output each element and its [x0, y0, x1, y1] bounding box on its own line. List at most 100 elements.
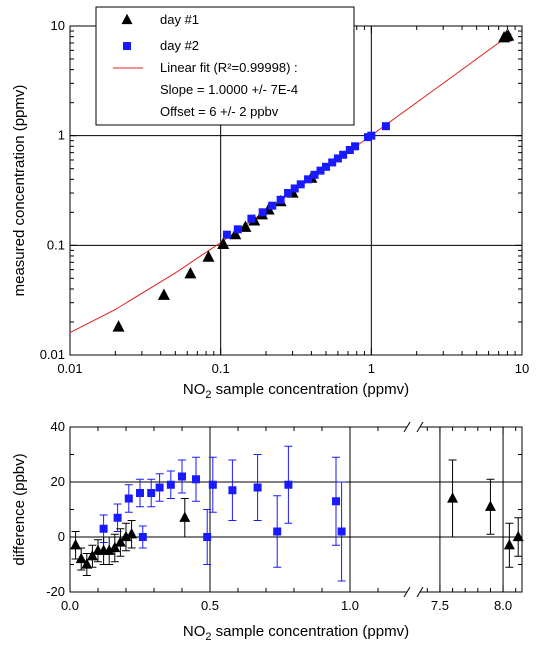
bottom-x-axis-label-rest: sample concentration (ppmv): [212, 623, 410, 640]
top-y-axis-label: measured concentration (ppmv): [11, 85, 28, 297]
legend-day1-label: day #1: [160, 12, 199, 27]
bottom-x-axis-label: NO2 sample concentration (ppmv): [183, 623, 409, 643]
top-day2-point: [268, 201, 277, 210]
top-chart: 0.01 0.1 1 10 0.01 0.1 1 10 day #1 day #2 Linear f…: [11, 6, 529, 401]
top-day2-point: [296, 180, 305, 189]
bottom-plot-frame: [69, 426, 523, 593]
bottom-day1-point: [447, 492, 459, 503]
bottom-x-tick-label: 7.5: [431, 598, 449, 613]
bottom-day2-point: [273, 527, 282, 536]
bottom-day1-point: [512, 530, 524, 542]
top-day2-point: [310, 170, 319, 179]
bottom-day2-point: [208, 480, 217, 489]
legend-day2-marker: [123, 42, 131, 50]
legend-fit-label-1: Linear fit (R²=0.99998) :: [160, 60, 298, 75]
bottom-day1-point: [75, 552, 87, 564]
axis-break-slash: [403, 586, 411, 598]
bottom-day1-point: [503, 538, 515, 550]
top-x-axis-label: NO2 sample concentration (ppmv): [183, 381, 409, 401]
bottom-day1-point: [179, 511, 191, 522]
bottom-y-axis-label: difference (ppbv): [11, 453, 28, 565]
bottom-day1-point: [114, 536, 126, 547]
top-y-tick-label: 0.1: [47, 237, 65, 252]
axis-break-gap-bottom: [407, 586, 420, 598]
top-y-tick-label: 1: [58, 128, 65, 143]
top-y-tick-label: 0.01: [40, 347, 65, 362]
top-y-tick-label: 10: [51, 18, 65, 33]
bottom-day2-point: [332, 497, 340, 506]
top-day2-point: [247, 214, 256, 223]
top-day2-point: [276, 195, 285, 204]
top-legend: day #1 day #2 Linear fit (R²=0.99998) : Slo…: [95, 6, 355, 126]
top-day1-point: [217, 237, 230, 249]
bottom-day2-point: [253, 483, 262, 492]
bottom-x-axis-label-sub: 2: [205, 631, 211, 643]
top-day1-point: [157, 288, 170, 300]
top-day2-point: [328, 158, 337, 167]
top-day2-point: [284, 189, 293, 198]
bottom-day2-point: [228, 486, 237, 495]
bottom-chart: 0.0 0.5 1.0 7.5 8.0 -20 0 20 40 NO2 sample concen…: [11, 419, 524, 643]
top-x-tick-label: 10: [515, 361, 529, 376]
top-day1-point: [112, 320, 125, 332]
bottom-x-tick-label: 8.0: [494, 598, 512, 613]
bottom-x-tick-label: 0.0: [61, 598, 79, 613]
bottom-day2-point: [192, 475, 200, 484]
bottom-day2-point: [337, 527, 346, 536]
bottom-day1-point: [120, 530, 132, 542]
axis-break-gap-top: [407, 421, 420, 433]
bottom-y-tick-label: -20: [46, 584, 65, 599]
bottom-day2-point: [284, 480, 293, 489]
bottom-y-tick-label: 40: [51, 419, 65, 434]
axis-break-slash: [416, 421, 424, 433]
bottom-day2-point: [113, 513, 122, 522]
top-day1-point: [184, 266, 197, 279]
bottom-day1-point: [484, 500, 496, 511]
bottom-day2-point: [166, 480, 175, 489]
legend-day2-label: day #2: [160, 38, 199, 53]
bottom-y-tick-label: 20: [51, 474, 65, 489]
top-day2-point: [321, 162, 330, 171]
top-x-axis-label-rest: sample concentration (ppmv): [212, 381, 410, 398]
top-day2-point: [290, 184, 299, 193]
top-day1-point: [502, 29, 515, 41]
legend-fit-label-2: Slope = 1.0000 +/- 7E-4: [160, 82, 298, 97]
bottom-day1-point: [109, 541, 121, 553]
axis-break-slash: [416, 586, 424, 598]
bottom-day2-point: [138, 533, 147, 541]
top-day2-point: [333, 154, 342, 163]
top-fit-line: [69, 33, 512, 334]
bottom-x-axis-label-main: NO: [183, 623, 206, 640]
bottom-day1-point: [126, 527, 138, 539]
bottom-day2-point: [203, 533, 212, 541]
bottom-day1-point: [86, 549, 98, 561]
top-day2-point: [258, 208, 267, 217]
bottom-day2-point: [124, 494, 133, 503]
top-x-axis-label-sub: 2: [205, 389, 211, 401]
top-day1-point: [239, 220, 252, 232]
bottom-day2-point: [136, 489, 144, 497]
bottom-day2-point: [178, 472, 186, 481]
top-day2-point: [351, 142, 360, 151]
bottom-day2-point: [147, 489, 156, 497]
legend-box: [95, 6, 355, 126]
top-day2-point: [367, 131, 376, 140]
top-day2-point: [316, 166, 325, 175]
top-x-tick-label: 1: [368, 361, 375, 376]
bottom-day1-point: [70, 538, 82, 550]
bottom-day1-point: [103, 544, 115, 555]
bottom-day1-point: [81, 558, 93, 569]
bottom-day2-point: [99, 524, 108, 533]
top-x-axis-label-main: NO: [183, 381, 206, 398]
axis-break-slash: [403, 421, 411, 433]
legend-day1-marker: [121, 13, 133, 25]
top-x-tick-label: 0.01: [57, 361, 82, 376]
top-day2-point: [222, 230, 231, 239]
top-day2-point: [339, 150, 348, 159]
top-day1-point: [229, 227, 242, 240]
top-day2-point: [233, 225, 242, 234]
bottom-y-tick-label: 0: [58, 529, 65, 544]
top-day1-point: [202, 250, 215, 262]
bottom-x-tick-label: 1.0: [341, 598, 359, 613]
